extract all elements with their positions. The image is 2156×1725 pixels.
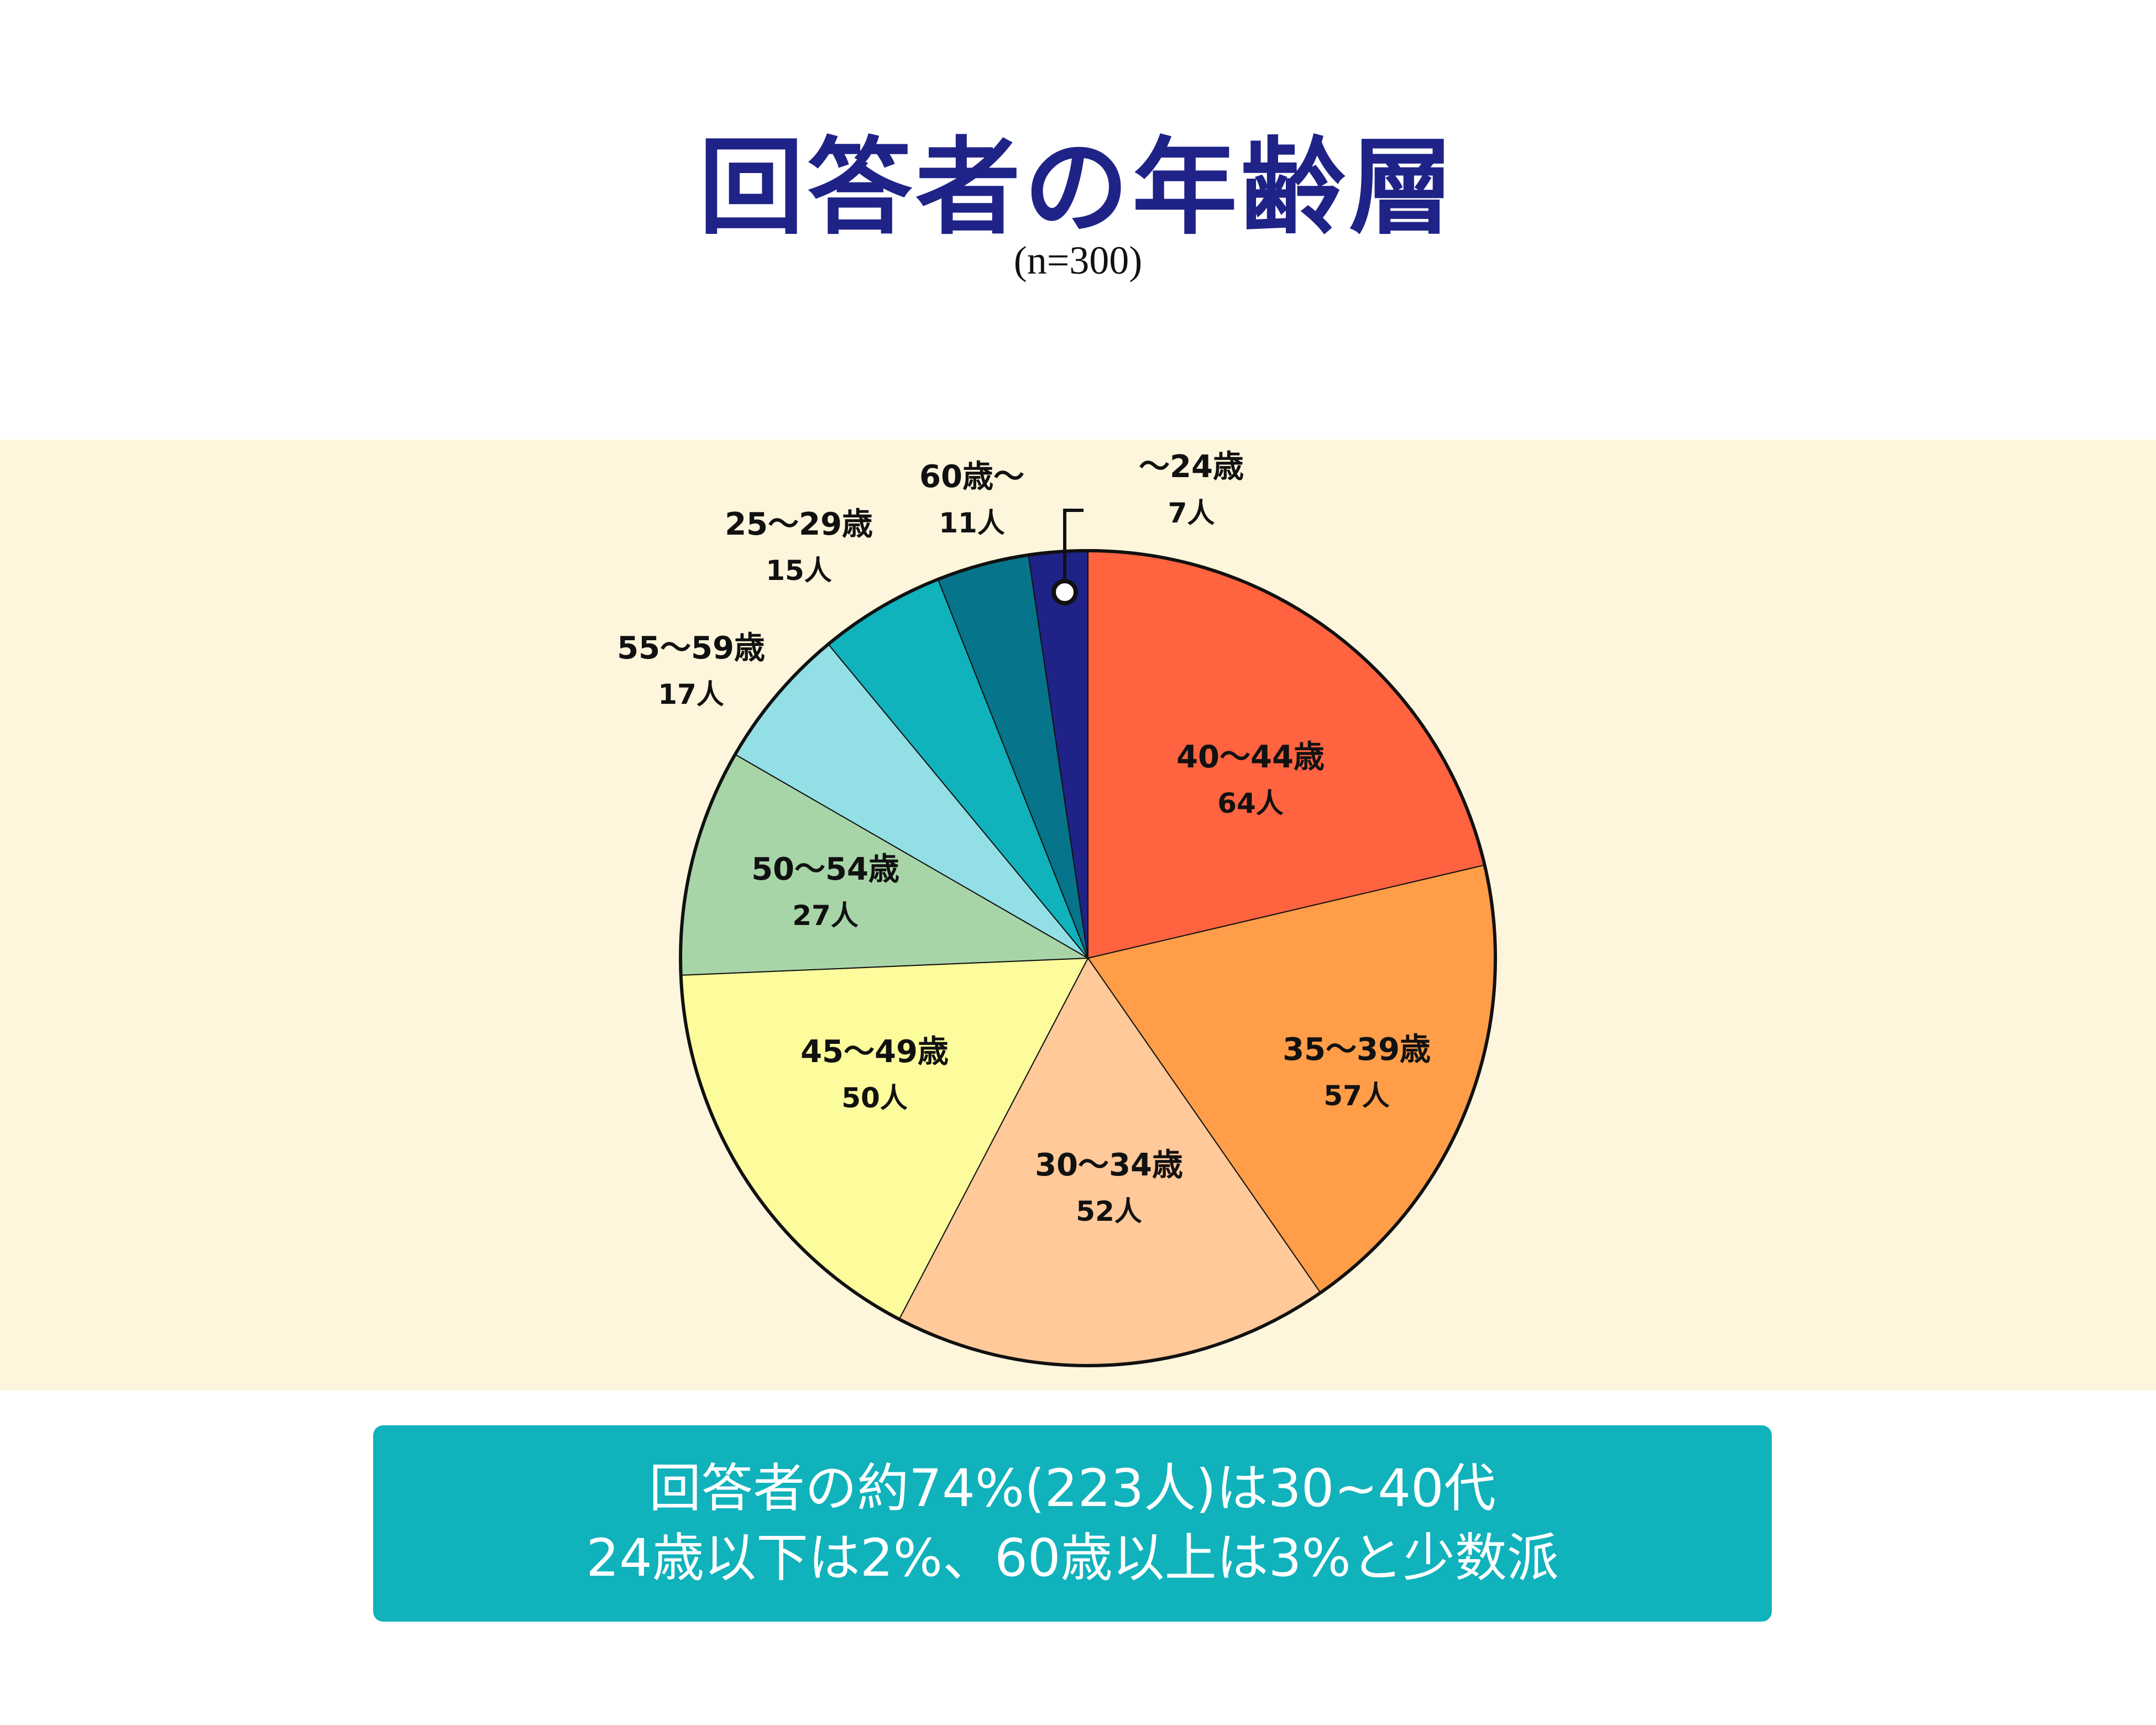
summary-line-1: 回答者の約74%(223人)は30~40代 — [649, 1459, 1496, 1519]
slice-label: 60歳〜 — [919, 459, 1024, 495]
slice-value-label: 7人 — [1168, 497, 1215, 529]
slice-label: 45〜49歳 — [800, 1034, 949, 1070]
slice-labels: 40〜44歳 64人 35〜39歳 57人 30〜34歳 52人 45〜49歳 50人 50〜5… — [617, 449, 1431, 1227]
slice-value-label: 17人 — [658, 678, 724, 710]
slice-label: 30〜34歳 — [1035, 1147, 1183, 1183]
slice-value-label: 27人 — [792, 900, 859, 932]
summary-line-2: 24歳以下は2%、60歳以上は3%と少数派 — [586, 1528, 1559, 1588]
slice-label: 50〜54歳 — [751, 851, 899, 887]
slice-label: 〜24歳 — [1139, 449, 1244, 485]
slice-value-label: 52人 — [1076, 1195, 1142, 1227]
sample-size-label: (n=300) — [1013, 238, 1143, 283]
leader-line — [1063, 509, 1084, 592]
pie-slices — [680, 550, 1496, 1366]
slice-label: 35〜39歳 — [1283, 1032, 1431, 1068]
slice-value-label: 57人 — [1323, 1080, 1390, 1112]
slice-value-label: 50人 — [841, 1082, 908, 1114]
slice-label: 40〜44歳 — [1176, 739, 1325, 775]
slice-value-label: 64人 — [1217, 787, 1284, 819]
slice-value-label: 15人 — [766, 555, 832, 587]
pie-chart: 40〜44歳 64人 35〜39歳 57人 30〜34歳 52人 45〜49歳 50人 50〜5… — [617, 449, 1497, 1367]
summary-box: 回答者の約74%(223人)は30~40代 24歳以下は2%、60歳以上は3%と… — [373, 1425, 1772, 1622]
slice-label: 25〜29歳 — [725, 506, 873, 542]
chart-title: 回答者の年齢層 — [698, 127, 1457, 249]
slice-label: 55〜59歳 — [617, 630, 765, 666]
leader-marker — [1051, 579, 1078, 605]
slice-value-label: 11人 — [939, 507, 1005, 539]
pie-outline — [679, 549, 1497, 1367]
